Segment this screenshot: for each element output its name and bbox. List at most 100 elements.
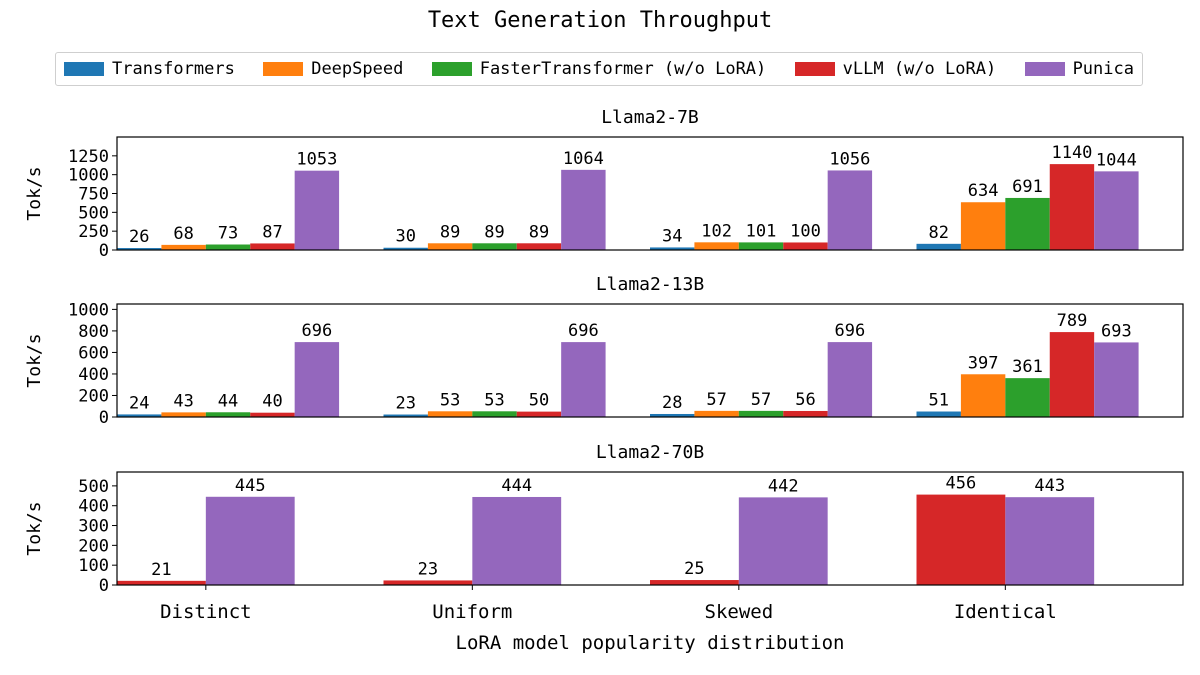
legend-entry-punica: Punica — [1024, 59, 1134, 79]
chart-title: Text Generation Throughput — [427, 8, 773, 33]
y-tick-label-llama2-13b-600: 600 — [78, 343, 109, 363]
data-label-llama2-7b-fastertransformer-w-o-lora-skewed: 101 — [746, 221, 777, 241]
x-axis-label: LoRA model popularity distribution — [455, 632, 845, 654]
bar-llama2-70b-vllm-w-o-lora-uniform — [383, 580, 473, 585]
data-label-llama2-13b-punica-skewed: 696 — [835, 321, 866, 341]
bar-llama2-13b-vllm-w-o-lora-identical — [1049, 332, 1095, 417]
y-tick-label-llama2-7b-0: 0 — [99, 241, 109, 261]
bar-llama2-13b-deepspeed-skewed — [694, 410, 739, 417]
legend-entry-deepspeed: DeepSpeed — [263, 59, 403, 79]
bar-llama2-13b-transformers-skewed — [650, 413, 695, 417]
data-label-llama2-70b-vllm-w-o-lora-identical: 456 — [946, 474, 977, 494]
bar-llama2-7b-fastertransformer-w-o-lora-distinct — [205, 244, 251, 250]
data-label-llama2-70b-punica-uniform: 444 — [501, 476, 532, 496]
y-tick-label-llama2-13b-400: 400 — [78, 365, 109, 385]
y-tick-label-llama2-7b-1000: 1000 — [68, 166, 109, 186]
bar-llama2-7b-fastertransformer-w-o-lora-uniform — [472, 243, 517, 250]
data-label-llama2-13b-deepspeed-identical: 397 — [968, 353, 999, 373]
bar-llama2-7b-deepspeed-skewed — [694, 242, 739, 250]
y-tick-label-llama2-70b-500: 500 — [78, 477, 109, 497]
bar-llama2-7b-transformers-identical — [916, 243, 961, 250]
data-label-llama2-7b-fastertransformer-w-o-lora-distinct: 73 — [218, 224, 238, 244]
data-label-llama2-13b-fastertransformer-w-o-lora-skewed: 57 — [751, 390, 771, 410]
bar-llama2-70b-punica-identical — [1005, 497, 1095, 585]
bar-llama2-13b-fastertransformer-w-o-lora-uniform — [472, 411, 517, 417]
bar-llama2-13b-fastertransformer-w-o-lora-identical — [1005, 378, 1050, 417]
data-label-llama2-13b-fastertransformer-w-o-lora-uniform: 53 — [484, 390, 504, 410]
bar-llama2-70b-punica-uniform — [472, 496, 562, 585]
bar-llama2-7b-punica-uniform — [561, 169, 606, 250]
data-label-llama2-13b-vllm-w-o-lora-distinct: 40 — [262, 392, 282, 412]
bar-llama2-7b-transformers-distinct — [117, 248, 162, 250]
y-tick-label-llama2-13b-1000: 1000 — [68, 300, 109, 320]
data-label-llama2-7b-punica-distinct: 1053 — [296, 150, 337, 170]
bar-llama2-70b-punica-skewed — [738, 497, 828, 585]
y-axis-label-llama2-7b: Tok/s — [24, 166, 45, 220]
data-label-llama2-7b-transformers-distinct: 26 — [129, 227, 149, 247]
data-label-llama2-7b-deepspeed-uniform: 89 — [440, 222, 460, 242]
data-label-llama2-13b-transformers-uniform: 23 — [395, 394, 415, 414]
bar-llama2-13b-vllm-w-o-lora-uniform — [516, 411, 562, 417]
legend-label-transformers: Transformers — [112, 59, 235, 79]
legend-label-punica: Punica — [1072, 59, 1134, 79]
y-tick-label-llama2-13b-800: 800 — [78, 322, 109, 342]
panel-title-llama2-13b: Llama2-13B — [596, 274, 704, 295]
y-axis-label-llama2-13b: Tok/s — [24, 333, 45, 387]
bar-llama2-7b-fastertransformer-w-o-lora-skewed — [738, 242, 784, 250]
data-label-llama2-70b-punica-distinct: 445 — [235, 476, 266, 496]
data-label-llama2-13b-punica-distinct: 696 — [302, 321, 333, 341]
panel-title-llama2-7b: Llama2-7B — [601, 107, 699, 128]
bar-llama2-7b-punica-skewed — [827, 170, 873, 250]
data-label-llama2-70b-vllm-w-o-lora-distinct: 21 — [151, 560, 171, 580]
data-label-llama2-7b-vllm-w-o-lora-distinct: 87 — [262, 222, 282, 242]
data-label-llama2-70b-vllm-w-o-lora-skewed: 25 — [684, 559, 704, 579]
data-label-llama2-13b-deepspeed-distinct: 43 — [173, 391, 193, 411]
bar-llama2-7b-vllm-w-o-lora-skewed — [783, 242, 828, 250]
x-tick-label-identical: Identical — [954, 601, 1057, 623]
y-tick-label-llama2-70b-0: 0 — [99, 576, 109, 596]
legend-entry-fastertransformer: FasterTransformer (w/o LoRA) — [431, 59, 767, 79]
bar-llama2-70b-punica-distinct — [205, 496, 295, 585]
bar-llama2-13b-punica-distinct — [294, 342, 340, 417]
bar-llama2-13b-transformers-distinct — [117, 414, 162, 417]
data-label-llama2-13b-vllm-w-o-lora-uniform: 50 — [529, 391, 549, 411]
plot-frame-llama2-13b — [116, 303, 1184, 418]
data-label-llama2-70b-punica-identical: 443 — [1034, 476, 1065, 496]
legend-swatch-transformers — [64, 62, 104, 76]
data-label-llama2-70b-punica-skewed: 442 — [768, 476, 799, 496]
y-tick-label-llama2-7b-750: 750 — [78, 185, 109, 205]
bar-llama2-13b-vllm-w-o-lora-distinct — [250, 412, 295, 417]
data-label-llama2-13b-punica-uniform: 696 — [568, 321, 599, 341]
bar-llama2-7b-transformers-skewed — [650, 247, 695, 250]
legend-swatch-fastertransformer — [431, 62, 472, 76]
x-tick-label-distinct: Distinct — [160, 601, 252, 623]
legend-label-fastertransformer: FasterTransformer (w/o LoRA) — [479, 59, 767, 79]
legend-entry-transformers: Transformers — [64, 59, 235, 79]
legend-swatch-vllm — [794, 62, 835, 76]
bar-llama2-7b-deepspeed-distinct — [161, 244, 206, 250]
data-label-llama2-13b-fastertransformer-w-o-lora-distinct: 44 — [218, 391, 238, 411]
data-label-llama2-7b-punica-uniform: 1064 — [563, 149, 604, 169]
data-label-llama2-7b-transformers-identical: 82 — [928, 223, 948, 243]
bar-llama2-13b-punica-skewed — [827, 342, 873, 417]
plot-frame-llama2-7b — [116, 136, 1184, 251]
y-tick-label-llama2-13b-0: 0 — [99, 408, 109, 428]
data-label-llama2-7b-fastertransformer-w-o-lora-uniform: 89 — [484, 222, 504, 242]
legend-swatch-deepspeed — [263, 62, 304, 76]
data-label-llama2-13b-deepspeed-skewed: 57 — [706, 390, 726, 410]
bar-llama2-7b-fastertransformer-w-o-lora-identical — [1005, 197, 1050, 250]
bar-llama2-7b-deepspeed-identical — [960, 202, 1006, 250]
bar-llama2-7b-punica-distinct — [294, 170, 340, 250]
y-tick-label-llama2-70b-400: 400 — [78, 497, 109, 517]
legend: Transformers DeepSpeed FasterTransformer… — [55, 52, 1143, 86]
data-label-llama2-7b-vllm-w-o-lora-uniform: 89 — [529, 222, 549, 242]
bar-llama2-13b-punica-uniform — [561, 342, 606, 417]
legend-entry-vllm: vLLM (w/o LoRA) — [794, 59, 996, 79]
bar-llama2-13b-deepspeed-uniform — [427, 411, 473, 417]
legend-label-deepspeed: DeepSpeed — [311, 59, 404, 79]
data-label-llama2-13b-vllm-w-o-lora-skewed: 56 — [795, 390, 815, 410]
data-label-llama2-13b-fastertransformer-w-o-lora-identical: 361 — [1012, 357, 1043, 377]
bar-llama2-13b-deepspeed-distinct — [161, 412, 206, 417]
bar-llama2-7b-transformers-uniform — [383, 247, 428, 250]
bar-llama2-7b-deepspeed-uniform — [427, 243, 473, 250]
